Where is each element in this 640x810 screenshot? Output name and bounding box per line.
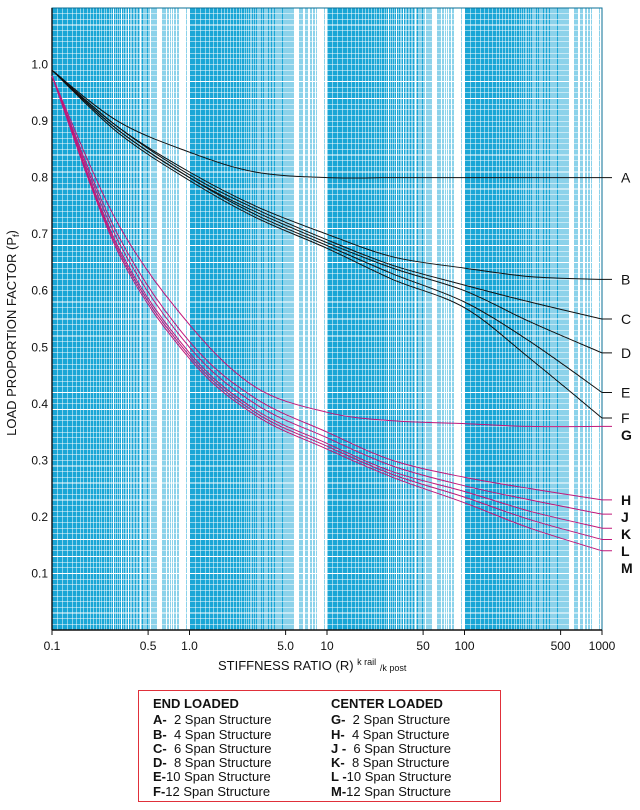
legend-code: M- <box>331 783 347 799</box>
legend-item: E-10 Span Structure <box>153 770 272 784</box>
legend-code: J - <box>331 740 347 756</box>
series-line-C <box>51 69 612 320</box>
series-lines <box>51 69 612 552</box>
series-line-H <box>51 75 612 501</box>
curve-label-A: A <box>621 170 631 186</box>
series-line-A <box>51 69 612 179</box>
legend-text: 2 Span Structure <box>166 712 272 728</box>
x-tick-label: 100 <box>454 639 474 653</box>
plot-grid <box>52 8 602 630</box>
legend-item: G- 2 Span Structure <box>331 713 451 727</box>
legend-text: 12 Span Structure <box>346 783 451 799</box>
legend-item: C- 6 Span Structure <box>153 740 272 756</box>
x-tick-label: 50 <box>416 639 430 653</box>
y-tick-label: 0.6 <box>31 284 48 298</box>
legend-code: C- <box>153 740 167 756</box>
legend-item: B- 4 Span Structure <box>153 726 272 742</box>
y-axis-label: LOAD PROPORTION FACTOR (Pf) <box>4 230 21 436</box>
legend-code: E- <box>153 769 166 785</box>
curve-label-E: E <box>621 385 630 401</box>
curve-label-H: H <box>621 492 631 508</box>
legend-text: 4 Span Structure <box>344 726 450 742</box>
legend-text: 8 Span Structure <box>344 755 450 771</box>
y-tick-label: 0.9 <box>31 114 48 128</box>
legend-text: 10 Span Structure <box>166 769 271 785</box>
x-tick-label: 0.5 <box>140 639 157 653</box>
x-tick-label: 1.0 <box>181 639 198 653</box>
legend-end-loaded: END LOADED A- 2 Span Structure B- 4 Span … <box>153 696 272 799</box>
legend-end-title: END LOADED <box>153 696 239 711</box>
series-line-F <box>51 69 612 419</box>
legend: END LOADED A- 2 Span Structure B- 4 Span … <box>138 690 501 802</box>
legend-item: D- 8 Span Structure <box>153 756 272 770</box>
legend-text: 6 Span Structure <box>346 740 451 756</box>
curve-label-B: B <box>621 271 630 287</box>
x-tick-label: 5.0 <box>277 639 294 653</box>
series-line-K <box>51 75 612 529</box>
y-tick-label: 0.8 <box>31 171 48 185</box>
x-tick-label: 1000 <box>589 639 616 653</box>
legend-code: K- <box>331 755 345 771</box>
legend-item: L -10 Span Structure <box>331 770 451 784</box>
legend-code: D- <box>153 755 167 771</box>
curve-label-M: M <box>621 560 633 576</box>
legend-code: F- <box>153 783 166 799</box>
curve-label-F: F <box>621 410 630 426</box>
x-tick-label: 500 <box>551 639 571 653</box>
legend-code: B- <box>153 726 167 742</box>
curve-label-C: C <box>621 311 631 327</box>
legend-text: 8 Span Structure <box>166 755 272 771</box>
legend-text: 4 Span Structure <box>166 726 272 742</box>
series-line-L <box>51 75 612 540</box>
curve-label-D: D <box>621 345 631 361</box>
legend-center-title: CENTER LOADED <box>331 696 443 711</box>
x-tick-label: 10 <box>320 639 334 653</box>
legend-text: 12 Span Structure <box>165 783 271 799</box>
curve-label-L: L <box>621 543 630 559</box>
axis-ticks: 0.1 0.5 1.0 5.0 10 50 100 500 1000 0.1 0.2 0.3 0.4 0.… <box>31 58 615 654</box>
series-line-M <box>51 75 612 552</box>
legend-item: K- 8 Span Structure <box>331 756 451 770</box>
y-tick-label: 0.4 <box>31 397 48 411</box>
legend-item: A- 2 Span Structure <box>153 713 272 727</box>
series-line-J <box>51 75 612 515</box>
y-tick-label: 0.2 <box>31 510 48 524</box>
y-tick-label: 0.7 <box>31 227 48 241</box>
legend-center-loaded: CENTER LOADED G- 2 Span Structure H- 4 Sp… <box>331 696 451 799</box>
legend-item: H- 4 Span Structure <box>331 726 451 742</box>
legend-item: M-12 Span Structure <box>331 783 451 799</box>
legend-code: G- <box>331 712 346 728</box>
curve-label-K: K <box>621 526 631 542</box>
curve-label-J: J <box>621 509 629 525</box>
legend-text: 6 Span Structure <box>166 740 272 756</box>
y-tick-label: 0.5 <box>31 340 48 354</box>
legend-text: 2 Span Structure <box>345 712 451 728</box>
y-tick-label: 0.1 <box>31 567 48 581</box>
y-tick-label: 0.3 <box>31 453 48 467</box>
y-tick-label: 1.0 <box>31 58 48 72</box>
x-axis-label: STIFFNESS RATIO (R) k rail /k post <box>218 653 407 673</box>
x-tick-label: 0.1 <box>44 639 61 653</box>
legend-item: F-12 Span Structure <box>153 783 272 799</box>
legend-code: L - <box>331 769 347 785</box>
legend-item: J - 6 Span Structure <box>331 740 451 756</box>
curve-label-G: G <box>621 427 632 443</box>
legend-code: A- <box>153 712 167 728</box>
legend-text: 10 Span Structure <box>346 769 452 785</box>
series-line-E <box>51 69 612 393</box>
legend-code: H- <box>331 726 345 742</box>
series-line-G <box>51 75 612 428</box>
